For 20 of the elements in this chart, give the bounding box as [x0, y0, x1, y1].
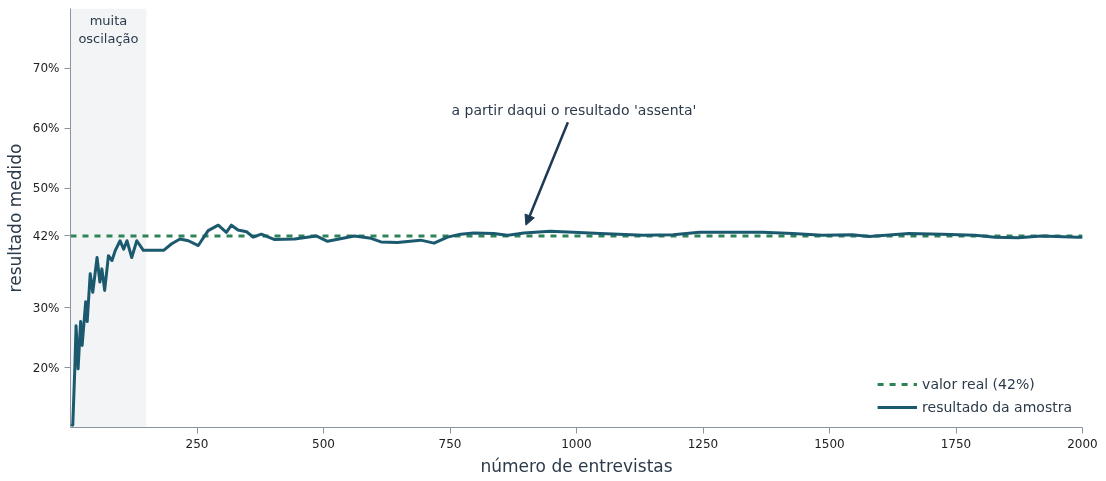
x-tick-label: 250: [185, 436, 209, 451]
x-tick-label: 500: [312, 436, 335, 451]
x-tick-label: 2000: [1067, 436, 1098, 451]
y-tick-label: 60%: [32, 121, 60, 136]
x-tick-label: 1250: [687, 436, 719, 451]
y-tick-label: 70%: [32, 61, 60, 76]
band-label: muita oscilação: [78, 12, 139, 46]
y-tick-label: 42%: [32, 228, 60, 243]
x-tick-label: 1000: [561, 436, 592, 451]
x-tick-label: 750: [438, 436, 462, 451]
x-tick-label: 1750: [940, 436, 972, 451]
x-tick-label: 1500: [814, 436, 845, 451]
y-tick-label: 30%: [32, 300, 60, 315]
x-axis-title: número de entrevistas: [480, 455, 673, 476]
legend-label: resultado da amostra: [922, 399, 1072, 415]
y-axis-title: resultado medido: [4, 143, 25, 293]
annotation: a partir daqui o resultado 'assenta': [451, 102, 697, 119]
legend-label: valor real (42%): [922, 376, 1035, 392]
y-tick-label: 50%: [32, 181, 60, 196]
y-tick-label: 20%: [32, 360, 60, 375]
